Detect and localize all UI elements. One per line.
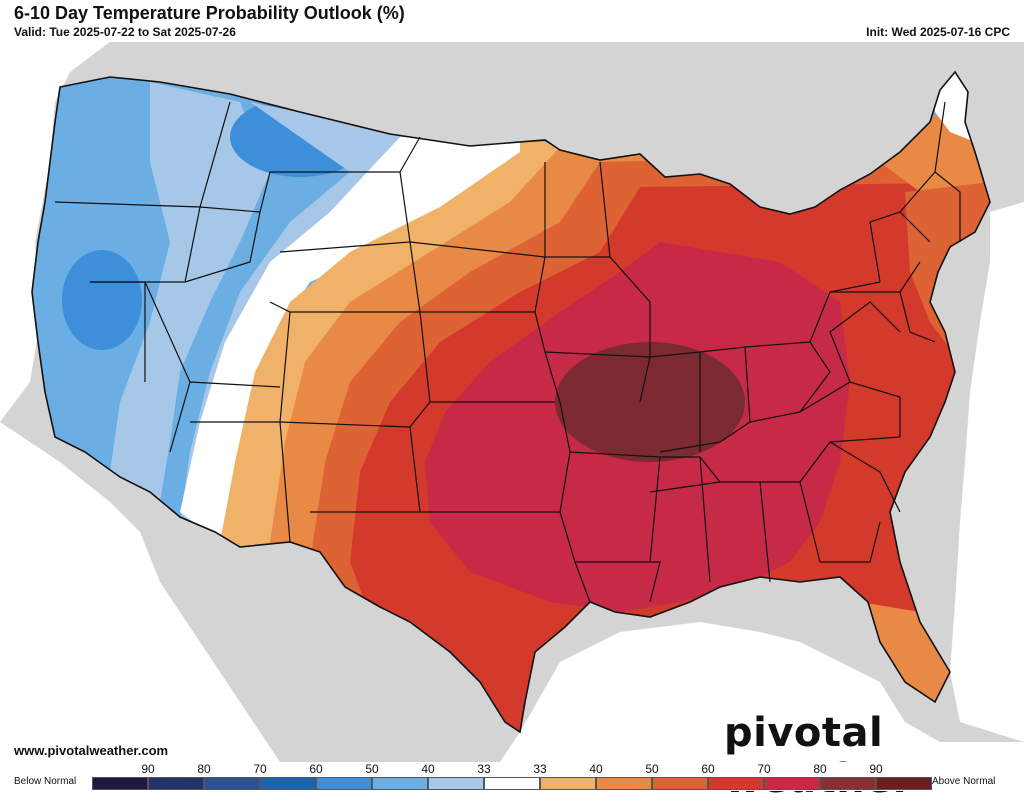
- legend-above-label: Above Normal: [932, 776, 996, 787]
- legend-number: 33: [477, 762, 491, 776]
- legend-swatch: [708, 777, 764, 790]
- legend-swatch: [596, 777, 652, 790]
- legend-number: 50: [645, 762, 659, 776]
- pacific-ocean: [0, 42, 110, 422]
- legend-number: 80: [197, 762, 211, 776]
- header: 6-10 Day Temperature Probability Outlook…: [0, 0, 1024, 42]
- map-title: 6-10 Day Temperature Probability Outlook…: [14, 3, 405, 23]
- website-url: www.pivotalweather.com: [14, 743, 169, 758]
- gulf-of-mexico: [500, 622, 1024, 762]
- legend-swatch: [876, 777, 932, 790]
- legend-swatch: [484, 777, 540, 790]
- pacific-ocean-south: [0, 422, 280, 762]
- legend-swatch: [316, 777, 372, 790]
- legend-number: 50: [365, 762, 379, 776]
- legend-swatch: [428, 777, 484, 790]
- legend-number: 40: [589, 762, 603, 776]
- legend-swatch: [764, 777, 820, 790]
- legend-swatch: [820, 777, 876, 790]
- valid-range: Valid: Tue 2025-07-22 to Sat 2025-07-26: [14, 25, 236, 39]
- legend-number: 90: [141, 762, 155, 776]
- legend-number: 40: [421, 762, 435, 776]
- legend-number: 80: [813, 762, 827, 776]
- legend-swatch: [260, 777, 316, 790]
- legend-number: 90: [869, 762, 883, 776]
- legend-swatch: [204, 777, 260, 790]
- atlantic-ocean: [950, 202, 1024, 742]
- legend-number: 33: [533, 762, 547, 776]
- legend: Below Normal Above Normal 90 80 70 60 50 40 33…: [0, 762, 1024, 791]
- legend-number: 60: [309, 762, 323, 776]
- outlook-map: [0, 42, 1024, 762]
- legend-below-label: Below Normal: [14, 776, 77, 787]
- legend-swatch: [540, 777, 596, 790]
- legend-number: 60: [701, 762, 715, 776]
- state-borders: [31, 71, 991, 733]
- legend-swatch: [148, 777, 204, 790]
- legend-number: 70: [757, 762, 771, 776]
- init-time: Init: Wed 2025-07-16 CPC: [866, 25, 1010, 39]
- legend-swatch: [372, 777, 428, 790]
- legend-swatch: [652, 777, 708, 790]
- legend-number: 70: [253, 762, 267, 776]
- legend-swatch: [92, 777, 148, 790]
